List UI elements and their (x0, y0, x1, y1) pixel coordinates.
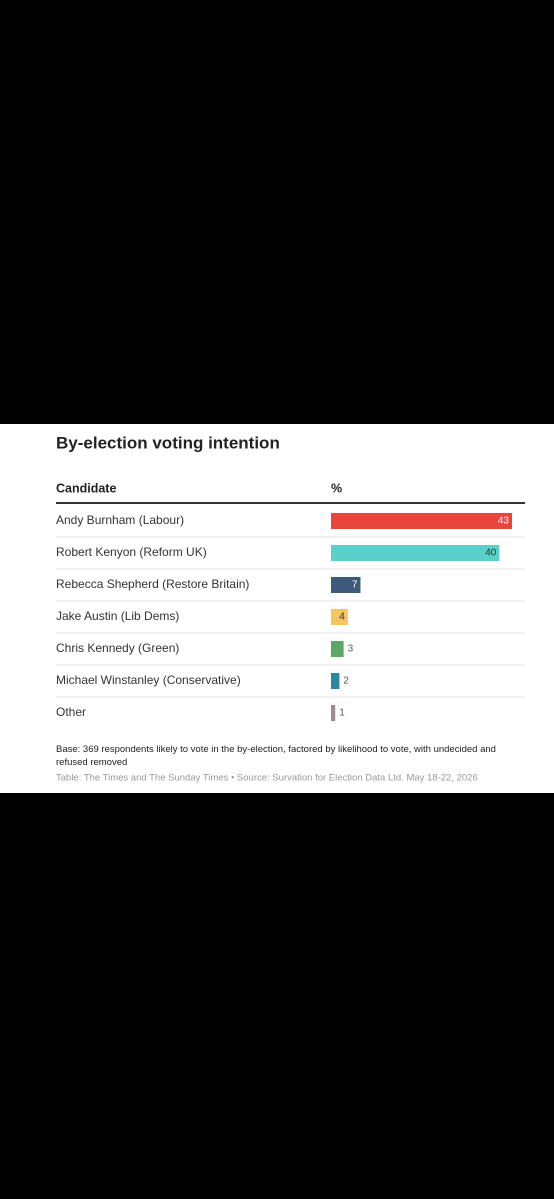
bar (331, 577, 361, 593)
row-label: Jake Austin (Lib Dems) (56, 609, 179, 623)
value-label: 2 (343, 676, 349, 687)
note: Base: 369 respondents likely to vote in … (56, 744, 496, 755)
value-label: 4 (339, 612, 345, 623)
bar (331, 545, 500, 561)
row-label: Chris Kennedy (Green) (56, 641, 179, 655)
column-header: % (331, 481, 342, 495)
value-label: 7 (352, 580, 358, 591)
note-text: Base: 369 respondents likely to vote in … (56, 744, 496, 755)
value-label: 43 (498, 516, 510, 527)
column-header: Candidate (56, 481, 116, 495)
row-label: Andy Burnham (Labour) (56, 513, 184, 527)
bar (331, 609, 348, 625)
value-label: 40 (485, 548, 497, 559)
source: Table: The Times and The Sunday Times • … (56, 773, 478, 784)
panel (0, 424, 554, 793)
bar (331, 641, 344, 657)
value-label: 3 (348, 644, 354, 655)
value-label: 1 (339, 708, 345, 719)
note-text: refused removed (56, 757, 127, 768)
chart-title: By-election voting intention (56, 433, 280, 452)
bar (331, 705, 336, 721)
row-label: Rebecca Shepherd (Restore Britain) (56, 577, 249, 591)
row-label: Other (56, 705, 86, 719)
row-label: Michael Winstanley (Conservative) (56, 673, 241, 687)
note: refused removed (56, 757, 127, 768)
bar (331, 513, 512, 529)
row-label: Robert Kenyon (Reform UK) (56, 545, 207, 559)
bar (331, 673, 340, 689)
